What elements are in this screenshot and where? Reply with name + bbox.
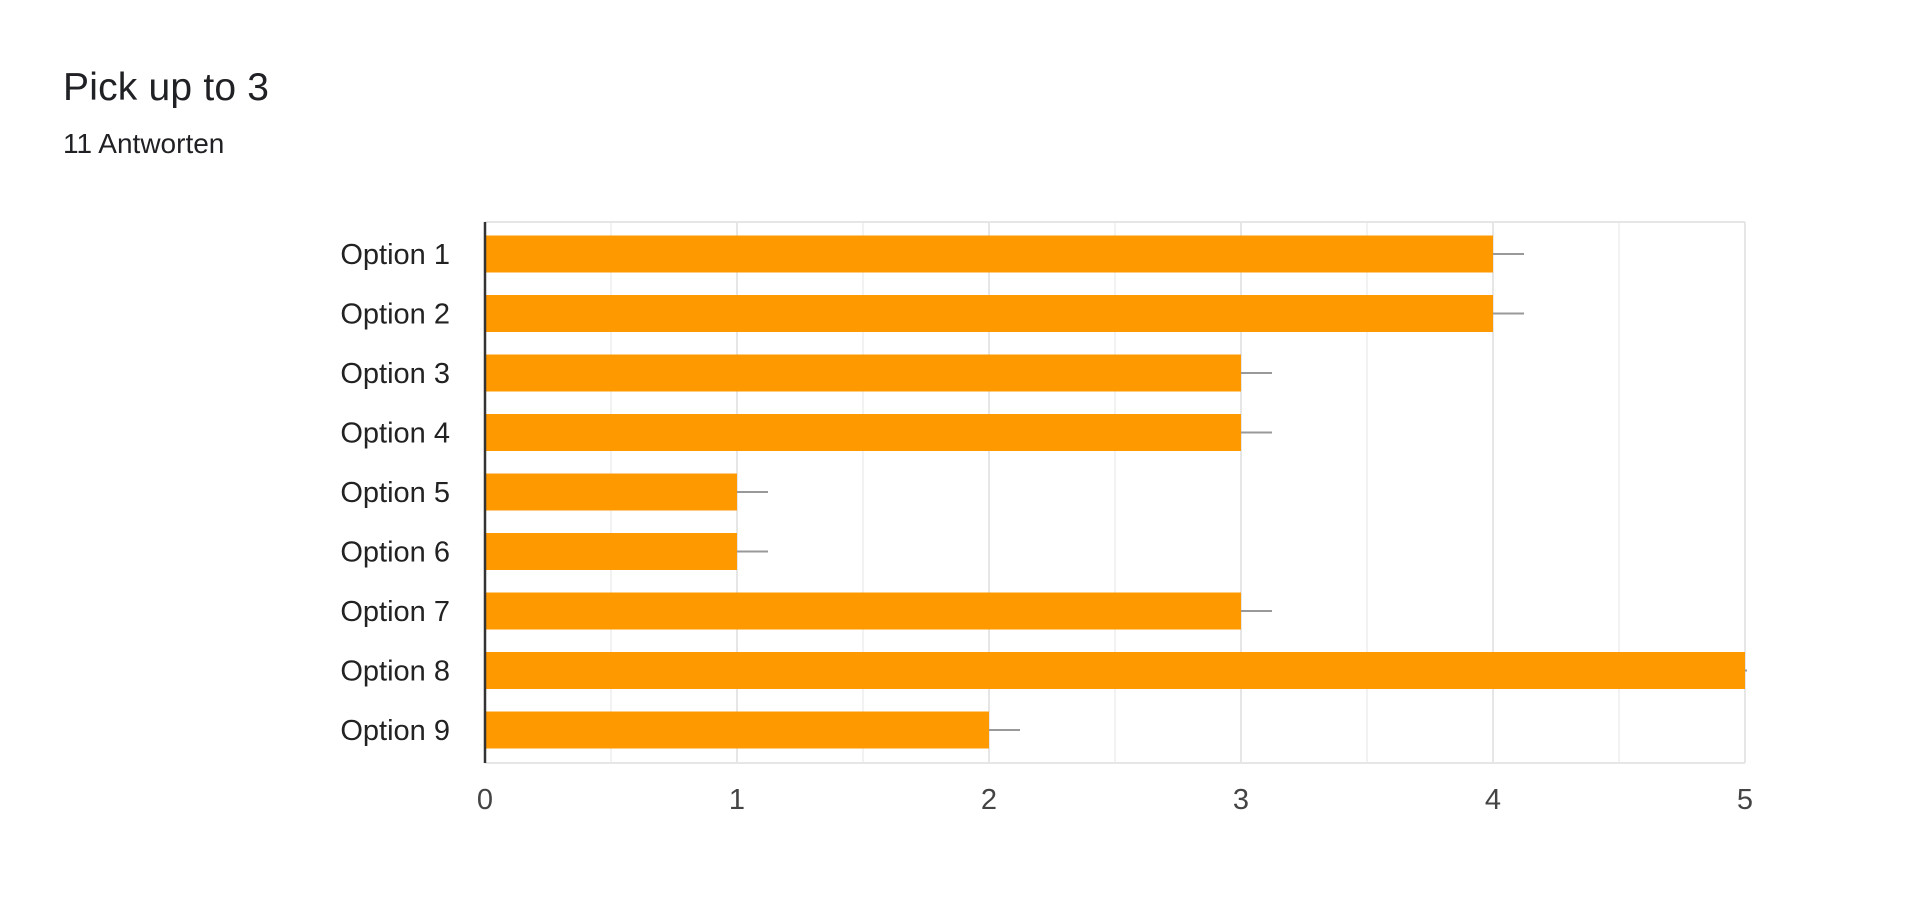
bar	[485, 354, 1241, 392]
category-label: Option 9	[340, 715, 450, 747]
category-label: Option 4	[340, 418, 450, 450]
x-tick-label: 1	[729, 784, 745, 816]
category-label: Option 7	[340, 596, 450, 628]
bar	[485, 652, 1745, 689]
bar	[485, 414, 1241, 451]
x-tick-label: 4	[1485, 784, 1501, 816]
bar	[485, 592, 1241, 630]
bar	[485, 473, 737, 511]
category-label: Option 2	[340, 299, 450, 331]
page-title: Pick up to 3	[63, 66, 270, 109]
category-label: Option 1	[340, 239, 450, 271]
x-tick-label: 5	[1737, 784, 1753, 816]
x-tick-label: 0	[477, 784, 493, 816]
category-label: Option 3	[340, 358, 450, 390]
bar	[485, 711, 989, 749]
category-label: Option 6	[340, 537, 450, 569]
x-tick-label: 2	[981, 784, 997, 816]
bar	[485, 235, 1493, 273]
bar-layer	[483, 222, 1747, 763]
bar	[485, 295, 1493, 332]
label-layer: Option 1 Option 2 Option 3 Option 4 Option 5…	[340, 239, 1753, 816]
category-label: Option 5	[340, 477, 450, 509]
response-count: 11 Antworten	[63, 128, 225, 159]
category-label: Option 8	[340, 656, 450, 688]
x-tick-label: 3	[1233, 784, 1249, 816]
bar	[485, 533, 737, 570]
